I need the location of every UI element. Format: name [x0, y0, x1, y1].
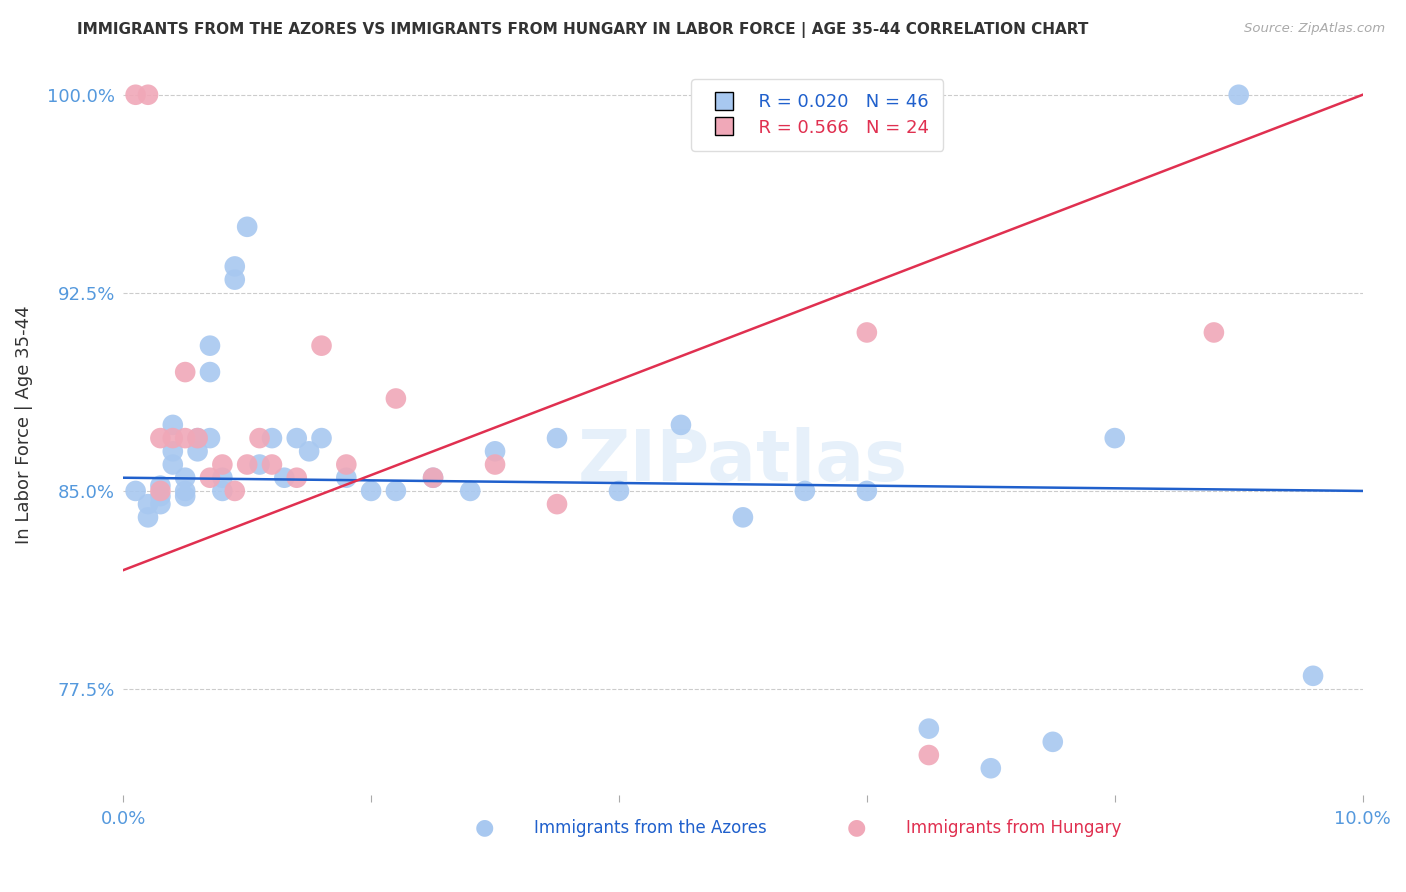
Y-axis label: In Labor Force | Age 35-44: In Labor Force | Age 35-44 [15, 306, 32, 544]
Point [149, 483, 172, 498]
Point [385, 483, 408, 498]
Point [211, 458, 233, 472]
Point [198, 471, 221, 485]
Point [211, 471, 233, 485]
Point [335, 471, 357, 485]
Point [458, 483, 481, 498]
Point [1202, 326, 1225, 340]
Point [124, 483, 146, 498]
Point [149, 497, 172, 511]
Point [187, 431, 209, 445]
Text: ZIPatlas: ZIPatlas [578, 427, 908, 496]
Text: Source: ZipAtlas.com: Source: ZipAtlas.com [1244, 22, 1385, 36]
Text: Immigrants from Hungary: Immigrants from Hungary [905, 819, 1121, 837]
Point [1227, 87, 1250, 102]
Point [273, 471, 295, 485]
Point [484, 444, 506, 458]
Point [249, 431, 271, 445]
Point [285, 431, 308, 445]
Point [198, 339, 221, 353]
Point [335, 458, 357, 472]
Point [260, 458, 283, 472]
Point [174, 489, 197, 503]
Point [260, 431, 283, 445]
Point [136, 510, 159, 524]
Point [162, 431, 184, 445]
Point [385, 392, 408, 406]
Point [422, 471, 444, 485]
Point [162, 417, 184, 432]
Point [285, 471, 308, 485]
Text: ●: ● [475, 818, 495, 838]
Point [224, 483, 246, 498]
Point [856, 326, 879, 340]
Point [224, 272, 246, 286]
Point [149, 431, 172, 445]
Point [162, 458, 184, 472]
Point [546, 497, 568, 511]
Point [224, 260, 246, 274]
Point [136, 497, 159, 511]
Point [149, 478, 172, 492]
Point [198, 365, 221, 379]
Point [1104, 431, 1126, 445]
Point [174, 471, 197, 485]
Point [236, 219, 259, 234]
Point [669, 417, 692, 432]
Legend:   R = 0.020   N = 46,   R = 0.566   N = 24: R = 0.020 N = 46, R = 0.566 N = 24 [692, 79, 943, 151]
Point [484, 458, 506, 472]
Point [211, 483, 233, 498]
Point [311, 431, 333, 445]
Point [298, 444, 321, 458]
Text: ●: ● [846, 818, 866, 838]
Point [1042, 735, 1064, 749]
Point [1302, 669, 1324, 683]
Point [793, 483, 815, 498]
Point [187, 431, 209, 445]
Point [360, 483, 382, 498]
Point [918, 747, 941, 762]
Point [187, 444, 209, 458]
Point [198, 431, 221, 445]
Point [249, 458, 271, 472]
Point [918, 722, 941, 736]
Point [980, 761, 1002, 775]
Text: IMMIGRANTS FROM THE AZORES VS IMMIGRANTS FROM HUNGARY IN LABOR FORCE | AGE 35-44: IMMIGRANTS FROM THE AZORES VS IMMIGRANTS… [77, 22, 1088, 38]
Point [174, 365, 197, 379]
Point [607, 483, 630, 498]
Point [136, 87, 159, 102]
Point [236, 458, 259, 472]
Point [174, 431, 197, 445]
Point [124, 87, 146, 102]
Point [731, 510, 754, 524]
Point [174, 483, 197, 498]
Point [162, 444, 184, 458]
Text: Immigrants from the Azores: Immigrants from the Azores [534, 819, 766, 837]
Point [422, 471, 444, 485]
Point [856, 483, 879, 498]
Point [546, 431, 568, 445]
Point [311, 339, 333, 353]
Point [149, 489, 172, 503]
